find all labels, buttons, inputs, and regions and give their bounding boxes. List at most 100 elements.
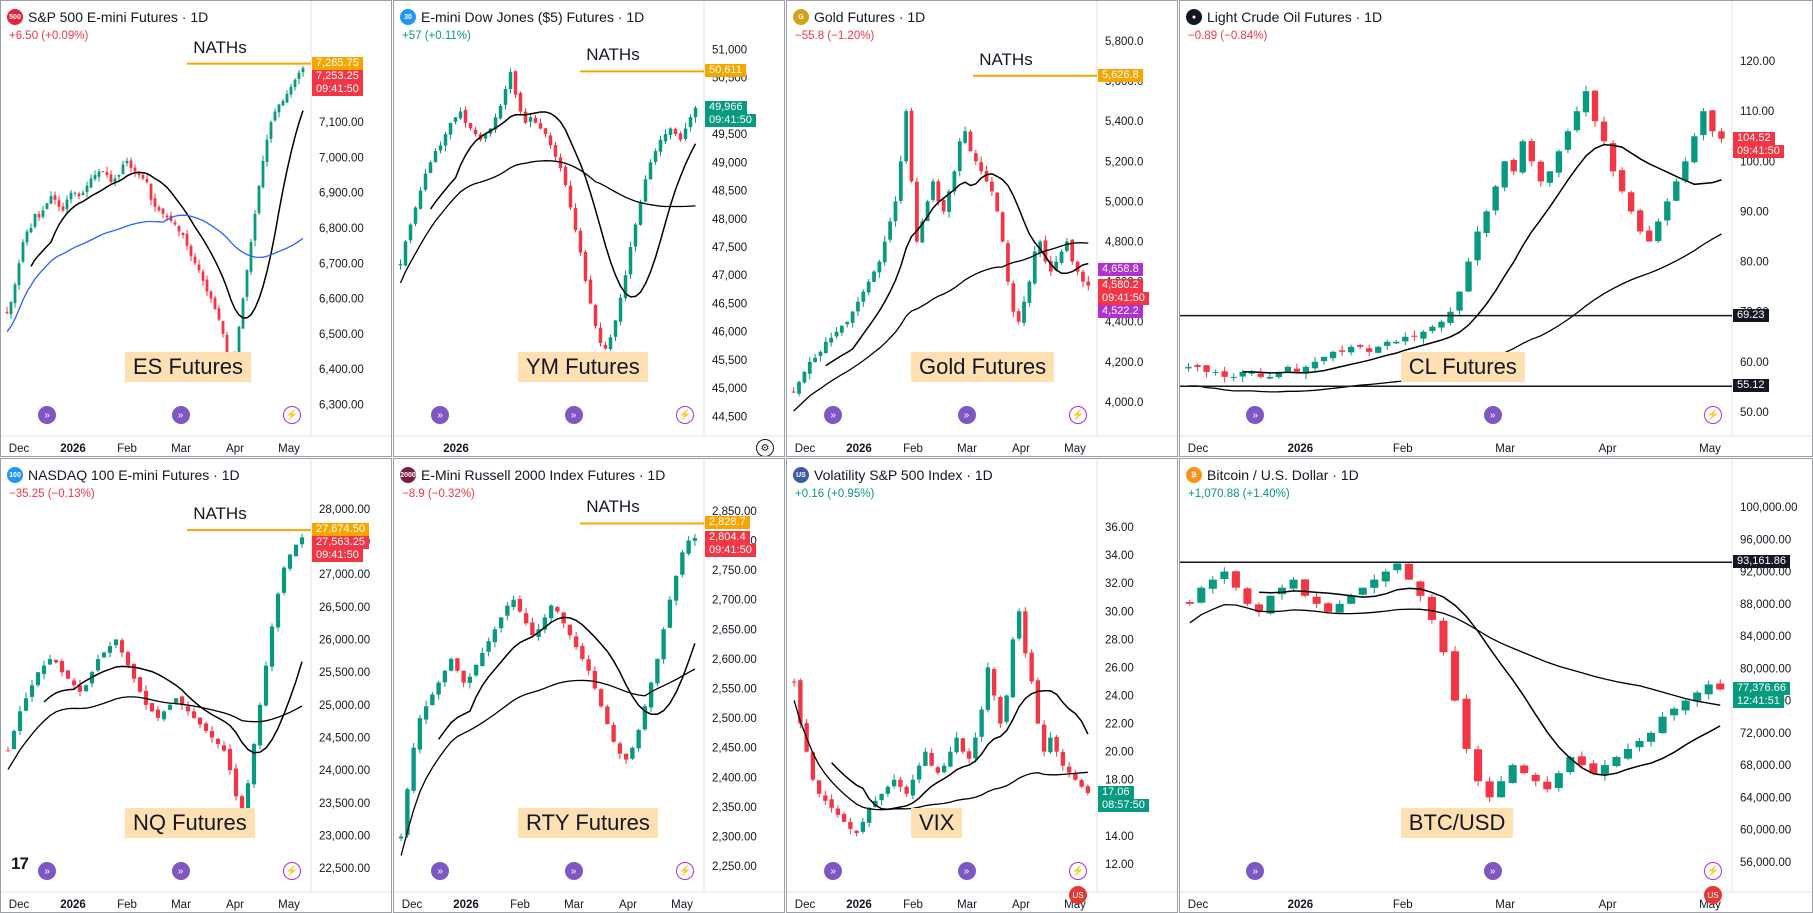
lightning-icon[interactable]: ⚡	[283, 406, 301, 424]
candle	[872, 270, 876, 283]
candle	[483, 133, 488, 142]
replay-arrow-icon[interactable]: »	[38, 406, 57, 424]
candle	[829, 794, 834, 813]
candle	[423, 700, 429, 724]
chart-canvas-es[interactable]: 7,100.00 7,000.00 6,900.00 6,800.00 6,700.00…	[1, 1, 392, 457]
chart-panel-nq[interactable]: 28,000.0027,500.0027,000.0026,500.0026,0…	[0, 458, 392, 913]
candle	[854, 830, 859, 837]
symbol-title[interactable]: S&P 500 E-mini Futures · 1D	[28, 9, 209, 25]
lightning-icon[interactable]: ⚡	[283, 862, 301, 880]
candle	[1065, 237, 1069, 253]
x-tick-label: 2026	[443, 443, 469, 455]
chart-panel-cl[interactable]: 120.00110.00100.0090.0080.0070.0060.0050…	[1179, 0, 1813, 457]
replay-arrow-icon[interactable]: »	[824, 862, 843, 880]
candle	[297, 70, 301, 85]
candle	[995, 192, 1000, 212]
candle	[1402, 332, 1409, 346]
chart-canvas-nq[interactable]: 28,000.0027,500.0027,000.0026,500.0026,0…	[1, 459, 392, 913]
candle	[493, 113, 498, 133]
gear-icon[interactable]: ⚙	[756, 439, 774, 456]
countdown-label: 12:41:51	[1733, 695, 1784, 709]
replay-arrow-icon[interactable]: »	[1483, 406, 1502, 424]
moving-average-line	[1258, 587, 1721, 776]
chart-canvas-rty[interactable]: 2,850.002,800.002,750.002,700.002,650.00…	[394, 459, 785, 913]
y-tick-label: 4,000.0	[1105, 397, 1143, 409]
slow-moving-average-line	[1189, 603, 1721, 706]
candle	[1329, 350, 1337, 362]
symbol-title[interactable]: NASDAQ 100 E-mini Futures · 1D	[28, 467, 240, 483]
candle	[177, 225, 181, 237]
candle	[1086, 276, 1091, 291]
symbol-title[interactable]: Bitcoin / U.S. Dollar · 1D	[1207, 467, 1359, 483]
moving-average-line	[437, 616, 696, 740]
candle	[398, 833, 404, 842]
candle	[1004, 694, 1009, 724]
chart-canvas-gc[interactable]: 5,800.05,600.05,400.05,200.05,000.04,800…	[787, 1, 1178, 457]
symbol-title[interactable]: E-mini Dow Jones ($5) Futures · 1D	[421, 9, 645, 25]
candle	[458, 107, 463, 121]
lightning-icon[interactable]: ⚡	[1704, 862, 1722, 880]
candle	[1555, 149, 1563, 178]
naths-label: NATHs	[193, 37, 247, 57]
candle	[287, 553, 293, 572]
replay-arrow-icon[interactable]: »	[564, 862, 583, 880]
price-change: −55.8 (−1.20%)	[795, 30, 875, 42]
candle	[113, 175, 117, 187]
symbol-title[interactable]: E-Mini Russell 2000 Index Futures · 1D	[421, 467, 666, 483]
chart-panel-vix[interactable]: 36.00 34.00 32.00 30.00 28.00 26.00 24.00 22.00…	[786, 458, 1178, 913]
replay-arrow-icon[interactable]: »	[564, 406, 583, 424]
candle	[517, 595, 523, 613]
us-flag-icon: US	[1069, 886, 1087, 904]
lightning-icon[interactable]: ⚡	[1069, 406, 1087, 424]
lightning-icon[interactable]: ⚡	[1704, 406, 1722, 424]
replay-arrow-icon[interactable]: »	[957, 862, 976, 880]
candle	[265, 134, 269, 167]
chart-canvas-cl[interactable]: 120.00110.00100.0090.0080.0070.0060.0050…	[1180, 1, 1813, 457]
y-tick-label: 28.00	[1105, 634, 1134, 646]
lightning-icon[interactable]: ⚡	[676, 406, 694, 424]
chart-panel-ym[interactable]: 51,00050,50050,00049,50049,00048,50048,0…	[393, 0, 785, 457]
lightning-icon[interactable]: ⚡	[1069, 862, 1087, 880]
chart-canvas-btc[interactable]: 100,000.00 96,000.00 92,000.00 88,000.00 84,…	[1180, 459, 1813, 913]
chart-canvas-vix[interactable]: 36.00 34.00 32.00 30.00 28.00 26.00 24.00 22.00…	[787, 459, 1178, 913]
replay-arrow-icon[interactable]: »	[171, 406, 190, 424]
symbol-title[interactable]: Volatility S&P 500 Index · 1D	[814, 467, 993, 483]
chart-panel-gc[interactable]: 5,800.0 5,600.0 5,400.0 5,200.0 5,000.0 4,800…	[786, 0, 1178, 457]
replay-arrow-icon[interactable]: »	[38, 862, 57, 880]
chart-panel-btc[interactable]: 100,000.00 96,000.00 92,000.00 88,000.00 84,…	[1179, 458, 1813, 913]
replay-arrow-icon[interactable]: »	[824, 406, 843, 424]
replay-arrow-icon[interactable]: »	[431, 862, 450, 880]
candle	[463, 106, 468, 128]
candle	[810, 751, 816, 782]
candle	[1589, 760, 1598, 775]
chart-panel-es[interactable]: 7,100.00 7,000.00 6,900.00 6,800.00 6,700.00…	[0, 0, 392, 457]
replay-arrow-icon[interactable]: »	[1246, 862, 1265, 880]
candle	[448, 657, 454, 672]
candle	[797, 380, 801, 397]
candle	[263, 661, 269, 707]
candle	[428, 160, 433, 174]
replay-arrow-icon[interactable]: »	[171, 862, 190, 880]
replay-arrow-icon[interactable]: »	[957, 406, 976, 424]
candle	[217, 305, 221, 322]
candle	[1022, 296, 1026, 327]
candle	[668, 127, 673, 140]
candle	[13, 282, 17, 308]
replay-arrow-icon[interactable]: »	[1246, 406, 1265, 424]
candle	[968, 129, 973, 152]
candle	[973, 149, 978, 165]
y-tick-label: 47,500	[712, 242, 747, 254]
candle	[1411, 330, 1418, 342]
y-tick-label: 22,500.00	[319, 863, 370, 875]
symbol-title[interactable]: Light Crude Oil Futures · 1D	[1207, 9, 1383, 25]
candle	[1203, 365, 1210, 378]
candle	[125, 650, 131, 667]
candle	[661, 626, 666, 664]
symbol-title[interactable]: Gold Futures · 1D	[814, 9, 926, 25]
candle	[1243, 587, 1252, 607]
chart-panel-rty[interactable]: 2,850.002,800.002,750.002,700.002,650.00…	[393, 458, 785, 913]
replay-arrow-icon[interactable]: »	[431, 406, 450, 424]
x-tick-label: 2026	[846, 443, 872, 455]
replay-arrow-icon[interactable]: »	[1483, 862, 1502, 880]
lightning-icon[interactable]: ⚡	[676, 862, 694, 880]
